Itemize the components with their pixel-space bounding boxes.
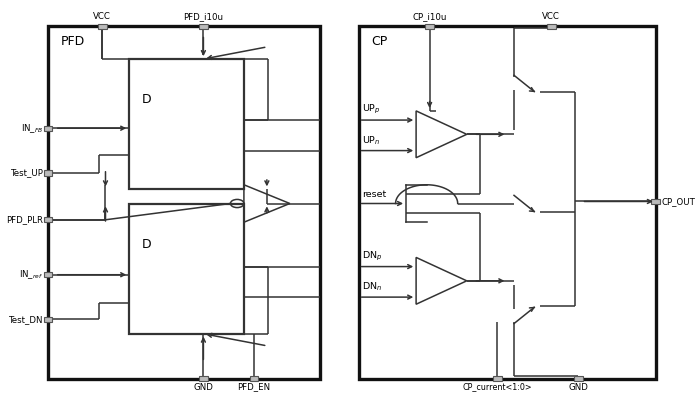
Bar bbox=[652, 199, 660, 204]
Text: CP_i10u: CP_i10u bbox=[412, 12, 447, 21]
Bar bbox=[129, 204, 244, 334]
Text: UP$_p$: UP$_p$ bbox=[362, 103, 381, 116]
Bar bbox=[98, 24, 106, 29]
Text: PFD: PFD bbox=[60, 35, 85, 48]
Text: VCC: VCC bbox=[542, 12, 560, 21]
Text: GND: GND bbox=[193, 383, 214, 392]
Text: PFD_PLR: PFD_PLR bbox=[6, 215, 43, 224]
Bar bbox=[43, 125, 52, 131]
Text: PFD_EN: PFD_EN bbox=[237, 383, 271, 392]
Text: reset: reset bbox=[362, 190, 386, 199]
Text: CP: CP bbox=[371, 35, 387, 48]
Text: VCC: VCC bbox=[93, 12, 111, 21]
Text: CP_OUT: CP_OUT bbox=[662, 197, 695, 206]
Text: UP$_n$: UP$_n$ bbox=[362, 134, 381, 147]
Bar bbox=[43, 170, 52, 176]
Text: IN_$_{ref}$: IN_$_{ref}$ bbox=[19, 268, 43, 281]
Text: D: D bbox=[141, 93, 151, 106]
Bar bbox=[358, 26, 656, 379]
Bar bbox=[574, 376, 582, 381]
Text: CP_current<1:0>: CP_current<1:0> bbox=[462, 383, 532, 392]
Bar bbox=[199, 376, 208, 381]
Text: PFD_i10u: PFD_i10u bbox=[183, 12, 223, 21]
Bar bbox=[43, 272, 52, 278]
Bar bbox=[199, 24, 208, 29]
Bar bbox=[48, 26, 320, 379]
Bar bbox=[250, 376, 258, 381]
Bar bbox=[493, 376, 501, 381]
Bar bbox=[425, 24, 434, 29]
Bar bbox=[129, 59, 244, 189]
Text: IN_$_{FB}$: IN_$_{FB}$ bbox=[21, 122, 43, 135]
Bar bbox=[43, 317, 52, 322]
Text: DN$_n$: DN$_n$ bbox=[362, 280, 382, 293]
Text: GND: GND bbox=[568, 383, 588, 392]
Text: Test_DN: Test_DN bbox=[9, 315, 43, 324]
Text: Test_UP: Test_UP bbox=[10, 168, 43, 177]
Bar bbox=[547, 24, 556, 29]
Bar bbox=[43, 217, 52, 222]
Text: DN$_p$: DN$_p$ bbox=[362, 249, 382, 263]
Text: D: D bbox=[141, 238, 151, 251]
